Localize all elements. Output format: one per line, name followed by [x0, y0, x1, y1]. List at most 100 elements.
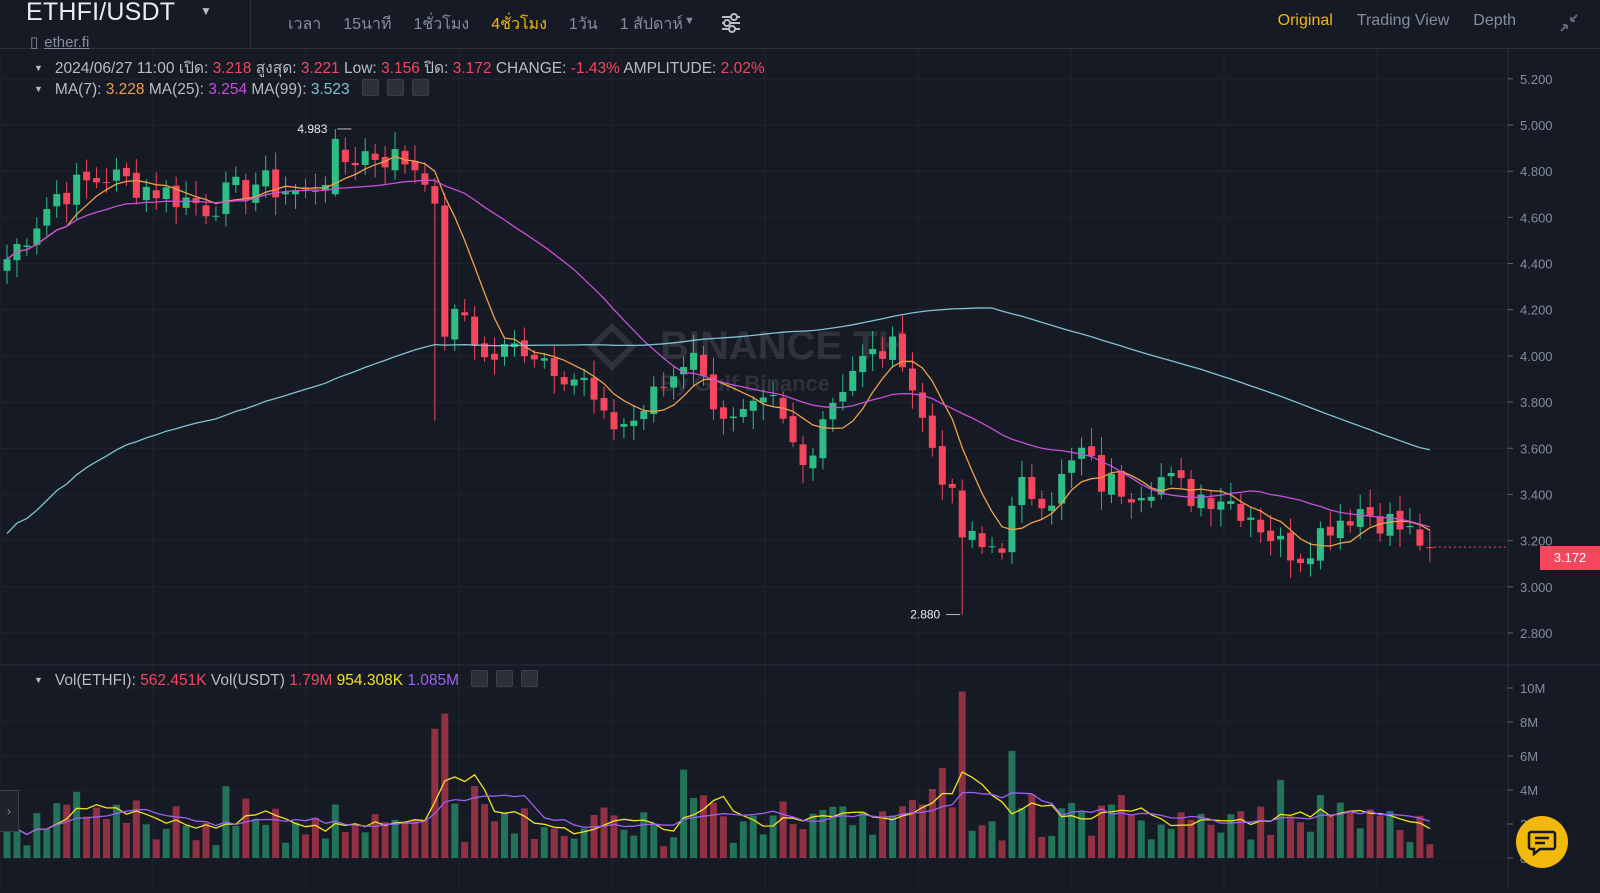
candle-body — [660, 386, 668, 388]
collapse-vol-icon[interactable]: ▼ — [34, 675, 43, 685]
candle-body — [789, 416, 797, 443]
pair-title[interactable]: ETHFI/USDT — [26, 0, 176, 26]
vol-settings-icon[interactable] — [496, 670, 514, 687]
candle-body — [520, 340, 528, 357]
interval-tab-2[interactable]: 1ชั่วโมง — [413, 16, 470, 33]
candle-body — [1137, 497, 1145, 501]
candle-body — [580, 377, 588, 381]
collapse-ma-icon[interactable]: ▼ — [34, 84, 43, 94]
candle-body — [132, 172, 140, 198]
candle-body — [93, 178, 101, 183]
candle-body — [709, 374, 717, 410]
candle-body — [1287, 532, 1295, 561]
volume-bar — [441, 713, 449, 858]
view-tab-depth[interactable]: Depth — [1473, 12, 1516, 29]
candle-body — [650, 386, 658, 414]
volume-bar — [381, 822, 389, 858]
remove-vol-icon[interactable] — [521, 670, 539, 687]
candle-body — [799, 444, 807, 465]
volume-bar — [391, 819, 399, 858]
candle-body — [23, 245, 31, 248]
expand-drawing-tools-button[interactable]: › — [0, 790, 19, 832]
collapse-legend-icon[interactable]: ▼ — [34, 63, 43, 73]
candle-body — [43, 209, 51, 226]
candle-body — [1297, 558, 1304, 564]
candle-body — [958, 490, 966, 538]
volume-bar — [351, 826, 359, 858]
volume-bar — [481, 804, 489, 858]
volume-bar — [501, 813, 508, 858]
ma-settings-icon[interactable] — [386, 79, 404, 96]
volume-bar — [272, 808, 280, 858]
price-tick-label: 3.600 — [1520, 441, 1553, 456]
candle-body — [769, 395, 777, 397]
close-label: ปิด: — [424, 60, 449, 77]
candle-body — [501, 344, 508, 357]
volume-bar — [192, 840, 200, 858]
candle-body — [889, 336, 897, 360]
candle-body — [491, 353, 499, 360]
volume-bar — [709, 802, 717, 858]
candles — [3, 128, 1434, 615]
volume-bar — [321, 838, 329, 858]
volume-bar — [1237, 811, 1245, 858]
interval-tab-5[interactable]: 1 สัปดาห์ — [619, 16, 683, 33]
volume-bar — [43, 828, 51, 858]
vol-usdt-label: Vol(USDT) — [210, 672, 285, 689]
close-value: 3.172 — [452, 60, 492, 77]
indicator-settings-icon[interactable] — [720, 12, 742, 34]
ohlc-legend: ▼ 2024/06/27 11:00 เปิด: 3.218 สูงสุด: 3.… — [34, 55, 765, 80]
candle-body — [262, 170, 270, 187]
volume-bar — [660, 846, 668, 858]
candle-body — [1406, 525, 1414, 528]
interval-tab-0[interactable]: เวลา — [288, 16, 322, 33]
project-link[interactable]: ▯ ether.fi — [30, 33, 89, 51]
candle-body — [142, 186, 150, 201]
candle-body — [112, 169, 120, 181]
remove-ma-icon[interactable] — [411, 79, 429, 96]
volume-bar — [1346, 812, 1354, 858]
candle-body — [53, 194, 61, 207]
volume-bar — [292, 822, 300, 858]
candle-body — [202, 205, 210, 217]
volume-bar — [988, 821, 996, 858]
chat-icon — [1527, 830, 1557, 857]
ma-lines — [6, 155, 1431, 547]
candle-body — [1237, 503, 1245, 521]
interval-tab-3[interactable]: 4ชั่วโมง — [491, 16, 547, 33]
ma99-label: MA(99): — [251, 81, 307, 98]
price-tick-label: 4.200 — [1520, 303, 1553, 318]
hide-vol-icon[interactable] — [471, 670, 489, 687]
candle-body — [421, 173, 429, 185]
chart-area[interactable]: BINANCE TH By Gulf Binance 5.200 5.000 4.8… — [0, 49, 1600, 888]
interval-tab-1[interactable]: 15นาที — [343, 16, 392, 33]
candle-body — [63, 192, 71, 205]
price-tick-label: 3.000 — [1520, 580, 1553, 595]
vol-ma1-value: 954.308K — [336, 672, 404, 689]
candle-body — [1167, 472, 1175, 477]
interval-tab-4[interactable]: 1วัน — [568, 16, 598, 33]
change-label: CHANGE: — [495, 60, 567, 77]
volume-bar — [779, 801, 787, 858]
more-intervals-icon[interactable]: ▼ — [684, 15, 695, 27]
volume-bar — [640, 812, 648, 858]
candle-body — [83, 171, 91, 181]
candle-body — [1068, 460, 1076, 473]
chat-button[interactable] — [1516, 816, 1568, 868]
view-tab-trading-view[interactable]: Trading View — [1356, 12, 1450, 29]
pair-dropdown-icon[interactable]: ▼ — [200, 4, 212, 18]
candle-body — [1028, 477, 1036, 499]
candle-body — [908, 368, 916, 391]
view-tab-original[interactable]: Original — [1277, 12, 1333, 29]
volume-bar — [1127, 814, 1135, 858]
candle-body — [411, 161, 419, 171]
hide-ma-icon[interactable] — [361, 79, 379, 96]
volume-bar — [1247, 839, 1255, 858]
candle-body — [690, 352, 698, 370]
volume-bar — [769, 815, 777, 858]
candle-body — [590, 377, 598, 400]
collapse-icon[interactable] — [1558, 12, 1580, 34]
candle-body — [530, 354, 538, 360]
price-chart[interactable]: BINANCE TH By Gulf Binance 5.2005.0004.8… — [0, 49, 1600, 888]
candle-body — [3, 259, 11, 271]
